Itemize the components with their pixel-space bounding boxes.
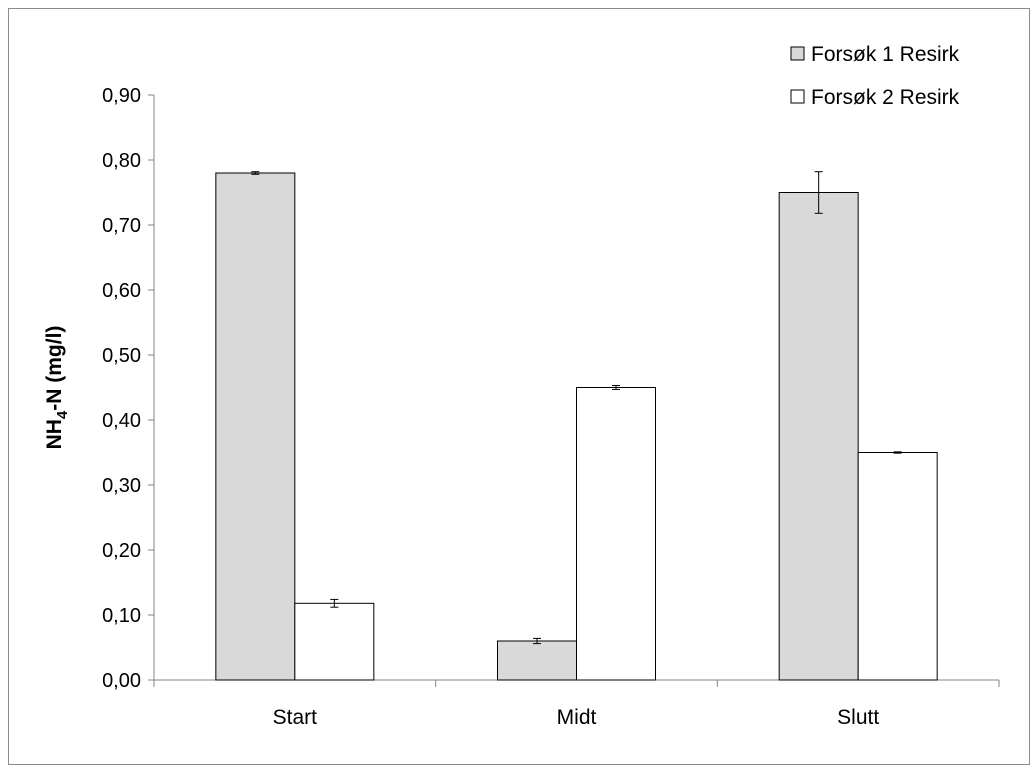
- y-axis-title-main: NH: [43, 419, 66, 449]
- bar: [294, 602, 375, 681]
- legend: Forsøk 1 Resirk Forsøk 2 Resirk: [790, 43, 960, 109]
- chart-frame: Forsøk 1 Resirk Forsøk 2 Resirk 0,00 0,10 0…: [8, 8, 1030, 765]
- y-tick-label: 0,50: [102, 345, 141, 367]
- y-axis-title-text: NH4-N (mg/l): [43, 326, 71, 450]
- x-category-label: Start: [273, 706, 318, 729]
- y-tick-label: 0,10: [102, 605, 141, 627]
- y-tick-label: 0,70: [102, 215, 141, 237]
- y-axis-title: NH4-N (mg/l): [43, 326, 71, 450]
- error-bar: [533, 637, 541, 645]
- legend-label: Forsøk 1 Resirk: [811, 43, 960, 66]
- error-bar: [893, 451, 902, 454]
- bar: [215, 172, 296, 681]
- y-axis-title-rest: -N (mg/l): [43, 326, 66, 411]
- legend-swatch: [790, 46, 805, 61]
- error-bar: [251, 171, 260, 175]
- y-axis-title-subscript: 4: [54, 410, 71, 419]
- y-tick-label: 0,60: [102, 280, 141, 302]
- y-tick-label: 0,20: [102, 540, 141, 562]
- bars: [215, 171, 938, 681]
- x-category-label: Slutt: [837, 706, 879, 729]
- bar: [576, 387, 656, 681]
- bar: [857, 452, 938, 681]
- y-tick-label: 0,40: [102, 410, 141, 432]
- error-bar: [330, 598, 339, 608]
- y-tick-label: 0,80: [102, 150, 141, 172]
- error-bar: [814, 171, 823, 214]
- error-bar: [612, 385, 620, 390]
- bar: [778, 192, 859, 681]
- bar: [497, 640, 577, 681]
- x-category-label: Midt: [557, 706, 597, 729]
- legend-label: Forsøk 2 Resirk: [811, 86, 960, 109]
- y-tick-label: 0,00: [102, 670, 141, 692]
- legend-swatch: [790, 89, 805, 104]
- y-tick-label: 0,90: [102, 85, 141, 107]
- y-axis: 0,00 0,10 0,20 0,30 0,40 0,50 0,60 0,70 0,80 0,90: [102, 85, 155, 692]
- x-axis: Start Midt Slutt: [153, 679, 1000, 729]
- y-tick-label: 0,30: [102, 475, 141, 497]
